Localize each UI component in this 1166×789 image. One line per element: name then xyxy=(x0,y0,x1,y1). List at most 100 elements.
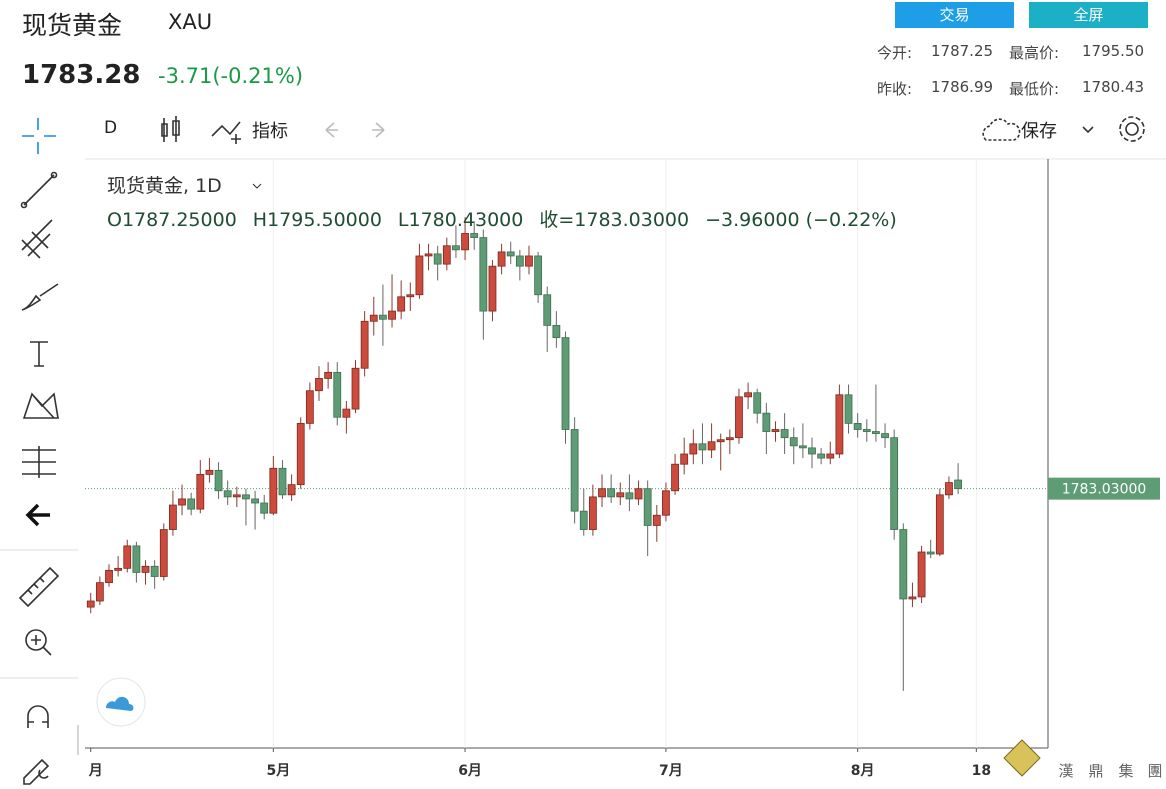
x-tick-label: 6月 xyxy=(458,763,482,779)
candle-body xyxy=(725,437,734,441)
watermark-char: 團 xyxy=(1147,762,1162,780)
candle-body xyxy=(762,412,771,432)
candle-body xyxy=(534,255,543,296)
candle-body xyxy=(616,492,625,498)
candle-body xyxy=(305,390,314,424)
candle-body xyxy=(205,469,214,475)
candle-body xyxy=(470,233,479,238)
candle-body xyxy=(689,443,698,455)
x-tick-label: 5月 xyxy=(266,763,290,779)
candle-body xyxy=(835,394,844,455)
candle-body xyxy=(935,494,944,555)
candle-body xyxy=(744,392,752,398)
candle-body xyxy=(415,255,424,296)
candle-body xyxy=(917,551,926,598)
trade-button[interactable]: 交易 xyxy=(895,2,1014,28)
candle-body xyxy=(543,294,552,326)
last-price: 1783.28 xyxy=(22,60,141,90)
candle-body xyxy=(598,488,606,498)
candle-body xyxy=(141,565,150,573)
interval-button[interactable]: D xyxy=(104,118,118,138)
indicators-button[interactable]: 指标 xyxy=(252,121,288,142)
candle-body xyxy=(296,422,305,486)
stat-value: 1787.25 xyxy=(931,42,994,60)
candle-body xyxy=(214,469,223,492)
x-tick-label: 7月 xyxy=(659,763,683,779)
stat-value: 1795.50 xyxy=(1082,42,1145,60)
price-label: 1783.03000 xyxy=(1062,482,1147,498)
candle-body xyxy=(433,253,442,265)
candle-body xyxy=(488,265,497,312)
x-tick-label: 月 xyxy=(88,763,103,779)
candle-body xyxy=(625,492,634,500)
toolbar-icons xyxy=(0,116,1145,785)
save-button[interactable]: 保存 xyxy=(1021,121,1057,142)
candle-body xyxy=(223,490,232,498)
candle-body xyxy=(251,498,259,504)
candle-body xyxy=(479,237,488,312)
candle-body xyxy=(269,467,278,514)
candle-body xyxy=(698,443,707,451)
candle-body xyxy=(95,582,104,602)
legend-value: H1795.50000 xyxy=(253,209,382,231)
watermark-char: 鼎 xyxy=(1088,762,1103,780)
candle-body xyxy=(351,367,360,410)
candle-body xyxy=(260,502,269,514)
watermark-char: 集 xyxy=(1118,762,1133,780)
candle-body xyxy=(515,255,524,267)
candle-body xyxy=(680,453,689,465)
candle-body xyxy=(808,447,816,455)
watermark: 漢 鼎 集 團 xyxy=(1003,739,1163,780)
candle-body xyxy=(954,479,962,490)
candle-body xyxy=(497,251,506,267)
chart-badge xyxy=(96,677,146,727)
stat-label: 最高价: xyxy=(1009,44,1060,62)
candle-body xyxy=(890,437,899,530)
dropdown-icon xyxy=(252,183,262,189)
candle-body xyxy=(570,429,579,512)
candle-body xyxy=(780,429,789,439)
candle-body xyxy=(114,567,123,571)
candle-body xyxy=(926,551,935,555)
stat-label: 今开: xyxy=(877,44,913,62)
candle-body xyxy=(342,408,351,418)
candle-body xyxy=(716,439,725,443)
candle-body xyxy=(406,294,415,298)
candle-body xyxy=(178,498,186,506)
candle-body xyxy=(324,371,333,379)
candle-body xyxy=(798,445,807,449)
candle-body xyxy=(881,433,889,439)
candle-body xyxy=(315,378,323,392)
fullscreen-button[interactable]: 全屏 xyxy=(1029,2,1148,28)
stat-label: 最低价: xyxy=(1009,80,1060,98)
candle-body xyxy=(643,488,652,526)
candle-body xyxy=(945,482,953,496)
candle-body xyxy=(561,337,570,430)
candle-body xyxy=(671,463,679,492)
candle-body xyxy=(242,494,250,500)
candle-body xyxy=(169,504,177,530)
candle-body xyxy=(899,529,908,600)
candle-body xyxy=(105,569,113,584)
candle-body xyxy=(388,310,396,320)
candle-body xyxy=(634,488,643,500)
candle-body xyxy=(196,474,205,510)
stat-value: 1786.99 xyxy=(931,78,994,96)
candle-body xyxy=(525,255,533,267)
candle-body xyxy=(452,245,460,251)
legend-value: −3.96000 (−0.22%) xyxy=(705,209,897,231)
x-tick-label: 8月 xyxy=(851,763,875,779)
candle-body xyxy=(369,314,378,322)
price-change: -3.71(-0.21%) xyxy=(158,64,304,88)
candle-body xyxy=(506,251,515,257)
candle-body xyxy=(552,324,561,339)
candle-body xyxy=(360,320,369,369)
candle-body xyxy=(150,565,159,577)
legend-value: 收=1783.03000 xyxy=(539,209,689,231)
candle-body xyxy=(908,596,917,600)
candle-body xyxy=(607,488,616,498)
legend-value: O1787.25000 xyxy=(107,209,237,231)
candle-body xyxy=(753,392,762,414)
